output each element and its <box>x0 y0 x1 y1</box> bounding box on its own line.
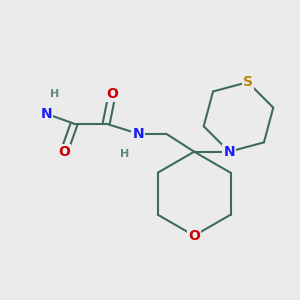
Text: O: O <box>106 87 118 101</box>
Text: O: O <box>188 229 200 243</box>
Text: H: H <box>119 149 129 159</box>
Text: S: S <box>243 75 253 89</box>
Text: N: N <box>224 145 235 159</box>
Text: O: O <box>58 145 70 159</box>
Text: H: H <box>50 89 59 99</box>
Text: N: N <box>40 107 52 121</box>
Text: N: N <box>132 127 144 141</box>
